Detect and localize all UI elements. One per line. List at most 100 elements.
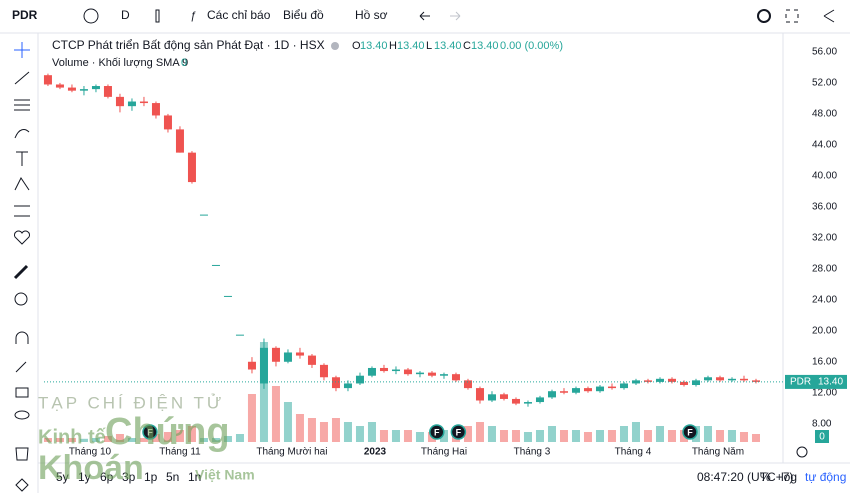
redo[interactable] <box>450 11 461 21</box>
y-tick-label: 48.00 <box>812 109 837 120</box>
range-button[interactable]: 5y <box>56 470 69 484</box>
price-axis <box>784 34 850 462</box>
watermark-2b: Chứng <box>105 411 230 453</box>
eye[interactable] <box>14 410 30 420</box>
log-toggle[interactable]: log <box>781 470 797 484</box>
volume-bar <box>607 430 616 442</box>
volume-bar <box>475 422 484 442</box>
volume-bar <box>355 426 364 442</box>
forecast-tool[interactable] <box>14 205 30 217</box>
range-button[interactable]: 3p <box>122 470 136 484</box>
lock-draw[interactable] <box>15 361 27 373</box>
x-tick-label: 2023 <box>364 447 387 458</box>
legend-key: C <box>463 40 471 52</box>
symbol[interactable]: PDR <box>12 8 38 22</box>
trend-tool[interactable] <box>14 71 30 85</box>
candle-body <box>175 129 184 153</box>
volume-bar <box>175 430 184 442</box>
range-button[interactable]: 6p <box>100 470 114 484</box>
event-marker[interactable] <box>682 424 698 440</box>
volume-bar <box>415 432 424 442</box>
legend-key: L <box>426 40 432 52</box>
watermark-3a: Khoán <box>38 449 144 487</box>
interval[interactable]: D <box>121 8 130 22</box>
fx-icon[interactable]: ƒ <box>190 10 196 22</box>
y-tick-label: 36.00 <box>812 201 837 212</box>
candle-body <box>619 383 628 389</box>
candle-body <box>583 388 592 392</box>
x-tick-label: Tháng Hai <box>421 447 467 458</box>
hide[interactable] <box>15 478 29 492</box>
zoom[interactable] <box>14 292 28 306</box>
candle-body <box>43 75 52 85</box>
y-tick-label: 12.00 <box>812 387 837 398</box>
add-icon[interactable] <box>83 8 99 24</box>
magnet[interactable] <box>15 331 29 344</box>
candle-body <box>331 377 340 389</box>
candle-body <box>499 394 508 399</box>
candle-body <box>703 377 712 381</box>
volume-title: Volume · Khối lượng SMA 9 <box>52 57 188 69</box>
settings[interactable] <box>757 9 771 23</box>
candle-body <box>475 388 484 401</box>
fullscreen[interactable] <box>785 9 799 23</box>
lock[interactable] <box>15 387 29 398</box>
range-button[interactable]: 1n <box>188 470 201 484</box>
candle-body <box>367 367 376 376</box>
event-marker[interactable] <box>450 424 467 440</box>
range-button[interactable]: 5n <box>166 470 179 484</box>
candle-body <box>127 101 136 107</box>
volume-bar <box>283 402 292 442</box>
volume-bar <box>403 430 412 442</box>
candle-body <box>223 295 232 297</box>
auto-toggle[interactable]: tự động <box>805 470 846 484</box>
event-marker[interactable] <box>142 424 158 440</box>
icon-tool[interactable] <box>14 230 30 245</box>
axis-settings[interactable] <box>796 446 808 458</box>
volume-bar <box>535 430 544 442</box>
text-tool[interactable] <box>16 151 28 166</box>
volume-bar <box>55 438 64 442</box>
range-button[interactable]: 1p <box>144 470 158 484</box>
y-tick-label: 16.00 <box>812 356 837 367</box>
candle-body <box>379 367 388 372</box>
candle-body <box>547 391 556 398</box>
volume-bar <box>523 432 532 442</box>
last-price-label: 13.40 <box>818 377 843 388</box>
volume-bar <box>295 414 304 442</box>
indicators[interactable]: Các chỉ báo <box>207 8 271 22</box>
candle-body <box>55 84 64 88</box>
candle-body <box>283 352 292 362</box>
brush-tool[interactable] <box>14 129 30 139</box>
legend-value: 13.40 <box>360 40 388 52</box>
candle-body <box>607 386 616 389</box>
chart-title: CTCP Phát triển Bất động sản Phát Đạt · … <box>52 38 325 52</box>
profile[interactable]: Hồ sơ <box>355 8 388 22</box>
candle-body <box>319 364 328 378</box>
candle-body <box>739 378 748 381</box>
candle-body <box>511 398 520 404</box>
volume-sma: 0 <box>181 57 187 69</box>
undo[interactable] <box>419 11 430 21</box>
legend-key: H <box>389 40 397 52</box>
candle-body <box>595 386 604 392</box>
pattern-tool[interactable] <box>14 177 30 191</box>
ruler[interactable] <box>13 264 29 280</box>
candle-body <box>415 372 424 375</box>
candle-body <box>79 89 88 91</box>
percent-toggle[interactable]: % <box>760 470 771 484</box>
crosshair[interactable] <box>14 42 30 58</box>
candle-icon[interactable] <box>155 9 160 23</box>
event-label: F <box>147 427 153 437</box>
volume-bar <box>163 432 172 442</box>
event-marker[interactable] <box>429 424 445 440</box>
fib-tool[interactable] <box>14 99 30 111</box>
trash[interactable] <box>15 447 29 461</box>
range-button[interactable]: 1y <box>78 470 91 484</box>
legend-toggle[interactable] <box>331 42 339 50</box>
share[interactable] <box>823 9 835 23</box>
chart-type[interactable]: Biểu đồ <box>283 8 324 22</box>
candle-body <box>199 214 208 216</box>
y-tick-label: 8.00 <box>812 418 832 429</box>
